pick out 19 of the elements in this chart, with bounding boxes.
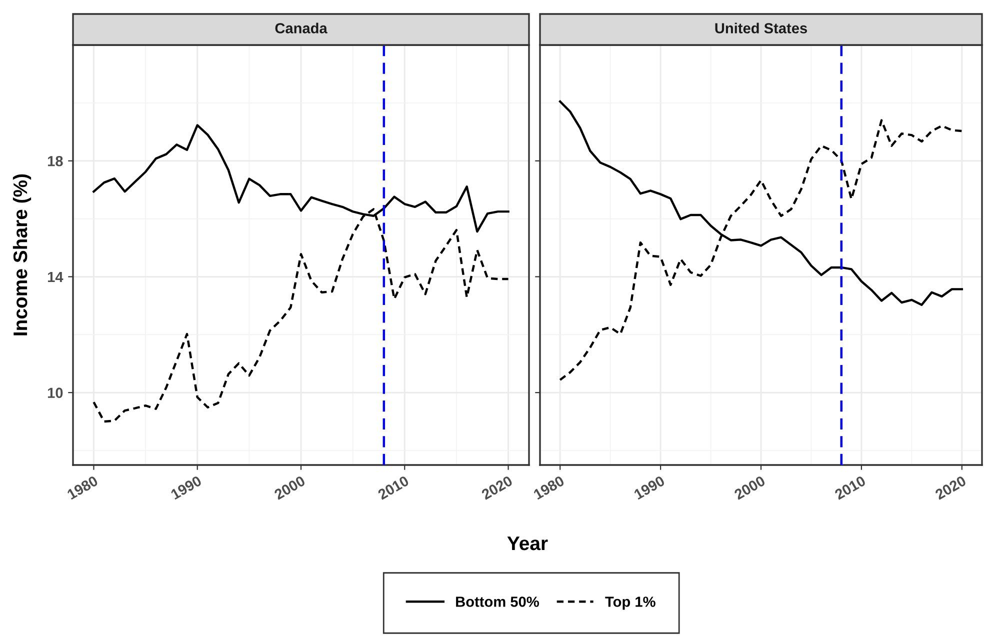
x-tick-label: 2000	[734, 475, 766, 500]
x-tick-label: 2020	[934, 475, 967, 500]
y-tick-label: 14	[48, 272, 64, 282]
y-tick-label: 10	[48, 388, 63, 398]
legend-label: Top 1%	[605, 596, 656, 610]
x-tick-label: 1990	[633, 475, 666, 500]
chart-title: United States	[715, 22, 807, 34]
x-tick-label: 2000	[274, 475, 306, 500]
y-tick-label: 18	[48, 156, 63, 166]
x-tick-label: 2010	[834, 475, 866, 500]
x-tick-label: 1990	[170, 475, 202, 500]
x-tick-label: 2010	[377, 475, 410, 500]
x-axis-title: Year	[507, 536, 548, 550]
y-axis-title: Income Share (%)	[12, 174, 32, 336]
legend-label: Bottom 50%	[456, 596, 539, 607]
x-tick-label: 1980	[532, 475, 565, 500]
x-tick-label: 1980	[66, 475, 99, 500]
x-tick-label: 2020	[480, 475, 514, 500]
chart-title: Canada	[275, 22, 328, 34]
